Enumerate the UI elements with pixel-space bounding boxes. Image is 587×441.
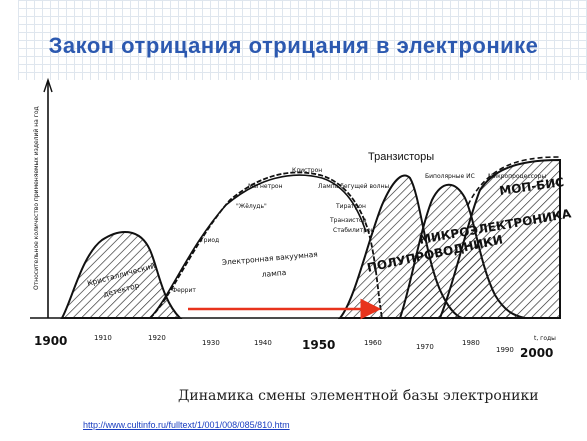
phase-vacuum-label-2: лампа xyxy=(261,268,286,279)
title-grid-background xyxy=(18,0,587,80)
x-tick-1990: 1990 xyxy=(496,346,514,354)
milestone-tube: Тиратрон xyxy=(335,203,366,210)
mos-lsi-curve xyxy=(438,158,561,319)
x-tick-1900: 1900 xyxy=(34,334,67,348)
crystal-detector-curve xyxy=(60,230,183,319)
x-tick-1910: 1910 xyxy=(94,334,112,342)
milestone-triode: Триод xyxy=(199,237,219,244)
x-tick-1960: 1960 xyxy=(364,339,382,347)
x-tick-1950: 1950 xyxy=(302,338,335,352)
x-tick-1930: 1930 xyxy=(202,339,220,347)
y-axis-arrow xyxy=(43,77,53,93)
transistors-label: Транзисторы xyxy=(368,151,434,163)
source-link[interactable]: http://www.cultinfo.ru/fulltext/1/001/00… xyxy=(83,420,290,430)
milestone-bipolar: Биполярные ИС xyxy=(425,173,475,180)
page-title: Закон отрицания отрицания в электронике xyxy=(48,33,539,58)
x-tick-1920: 1920 xyxy=(148,334,166,342)
y-axis-label: Относительное количество применяемых изд… xyxy=(33,106,40,290)
milestone-ferrite: Феррит xyxy=(172,287,196,294)
milestone-lamp: Лампа бегущей волны xyxy=(318,183,389,190)
milestone-thyratron: "Жёлудь" xyxy=(236,203,267,210)
milestone-stabilitron: Стабилитрон xyxy=(333,227,375,234)
milestone-klystron: Клистрон xyxy=(292,167,322,174)
x-tick-2000: 2000 xyxy=(520,346,553,360)
mos-lsi-dashed-top xyxy=(467,156,561,206)
milestone-transistor: Транзистор xyxy=(329,217,367,224)
milestone-magnetron: Магнетрон xyxy=(248,183,283,190)
x-tick-1940: 1940 xyxy=(254,339,272,347)
phase-vacuum-label-1: Электронная вакуумная xyxy=(221,250,318,267)
x-axis-unit: t, годы xyxy=(534,335,556,342)
x-tick-1970: 1970 xyxy=(416,343,434,351)
diagram-caption: Динамика смены элементной базы электрони… xyxy=(178,388,539,404)
vacuum-tube-solid xyxy=(149,174,367,319)
x-tick-1980: 1980 xyxy=(462,339,480,347)
milestone-microprocessors: Микропроцессоры xyxy=(488,173,546,180)
